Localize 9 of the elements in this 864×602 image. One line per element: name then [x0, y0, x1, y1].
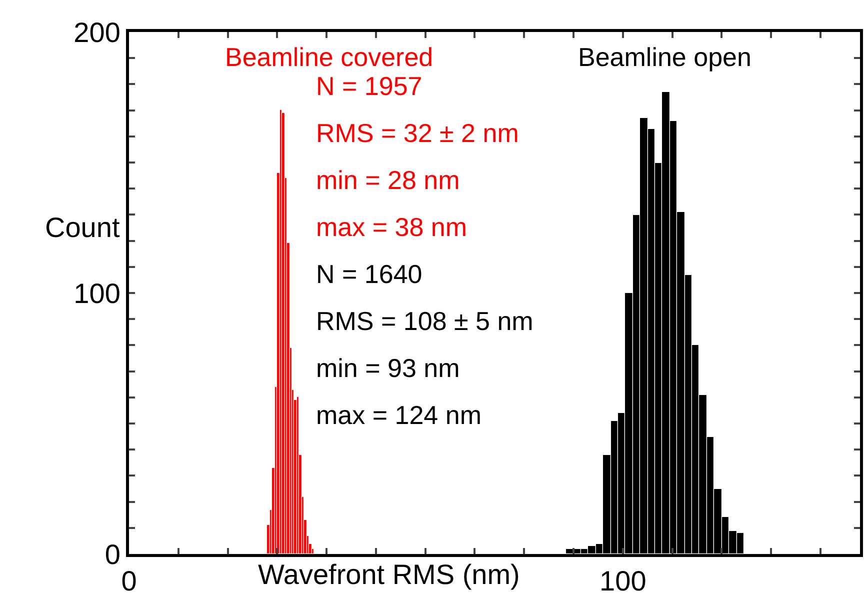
text: Beamline covered [225, 42, 434, 72]
annotation: N = 1640 RMS = 108 ± 5 nm min = 93 nm max = 124 nm [316, 259, 534, 430]
y-tick-label: 200 [74, 16, 120, 48]
y-tick-label: 0 [104, 538, 120, 570]
annotation: N = 1957 RMS = 32 ± 2 nm min = 28 nm max = 38 nm [316, 71, 519, 242]
y-tick-label: 100 [74, 278, 120, 309]
series-label: Beamline open [578, 42, 752, 72]
y-axis-title: Count [45, 212, 120, 243]
x-axis-title: Wavefront RMS (nm) [258, 559, 520, 590]
